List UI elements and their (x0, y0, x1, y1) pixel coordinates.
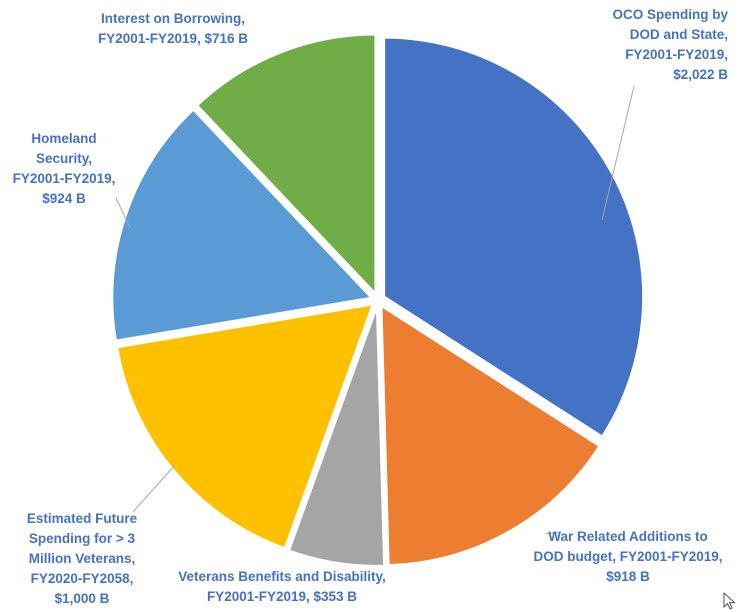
pie-slice-veterans-benefits (287, 306, 386, 567)
slice-label-line: Interest on Borrowing, (101, 11, 245, 26)
slice-label-line: $924 B (42, 191, 86, 206)
slice-label-war-related-additions: War Related Additions to DOD budget, FY20… (533, 529, 722, 584)
slice-label-line: FY2020-FY2058, (31, 571, 134, 586)
pie-slice-future-veterans-spending (116, 303, 375, 550)
slice-label-line: OCO Spending by (612, 7, 728, 22)
slice-label-homeland-security: Homeland Security, FY2001-FY2019, $924 B (13, 131, 116, 206)
pie-slices (111, 33, 645, 567)
slice-label-line: Spending for > 3 (29, 531, 136, 546)
pie-slice-homeland-security (111, 108, 374, 342)
pie-slice-interest-on-borrowing (195, 33, 377, 297)
pie-slice-oco-spending (383, 36, 645, 438)
slice-label-line: DOD and State, (630, 27, 728, 42)
slice-label-future-veterans-spending: Estimated Future Spending for > 3 Million … (27, 511, 138, 606)
slice-label-line: Estimated Future (27, 511, 138, 526)
slice-label-line: FY2001-FY2019, (625, 47, 728, 62)
slice-label-line: $918 B (606, 569, 650, 584)
slice-label-line: DOD budget, FY2001-FY2019, (533, 549, 722, 564)
slice-label-interest-on-borrowing: Interest on Borrowing, FY2001-FY2019, $71… (98, 11, 248, 46)
slice-label-line: Homeland (31, 131, 96, 146)
leader-line-homeland-security (115, 197, 131, 229)
leader-line-oco-spending (601, 85, 635, 221)
slice-label-veterans-benefits: Veterans Benefits and Disability, FY2001-… (178, 569, 386, 604)
slice-label-oco-spending: OCO Spending by DOD and State, FY2001-FY20… (612, 7, 728, 82)
slice-label-line: FY2001-FY2019, (13, 171, 116, 186)
slice-label-line: FY2001-FY2019, $716 B (98, 31, 248, 46)
slice-label-line: Million Veterans, (29, 551, 136, 566)
leader-line-war-related-additions (544, 531, 561, 535)
slice-label-line: FY2001-FY2019, $353 B (207, 589, 357, 604)
leader-line-future-veterans-spending (132, 464, 176, 513)
pie-slice-war-related-additions (380, 304, 601, 567)
slice-label-line: War Related Additions to (548, 529, 708, 544)
slice-label-line: Security, (36, 151, 92, 166)
mouse-pointer-icon (723, 592, 736, 610)
slice-label-line: $1,000 B (55, 591, 110, 606)
slice-label-line: $2,022 B (673, 67, 728, 82)
slice-label-line: Veterans Benefits and Disability, (178, 569, 386, 584)
slice-labels: OCO Spending by DOD and State, FY2001-FY20… (13, 7, 729, 606)
leader-lines (115, 85, 635, 535)
